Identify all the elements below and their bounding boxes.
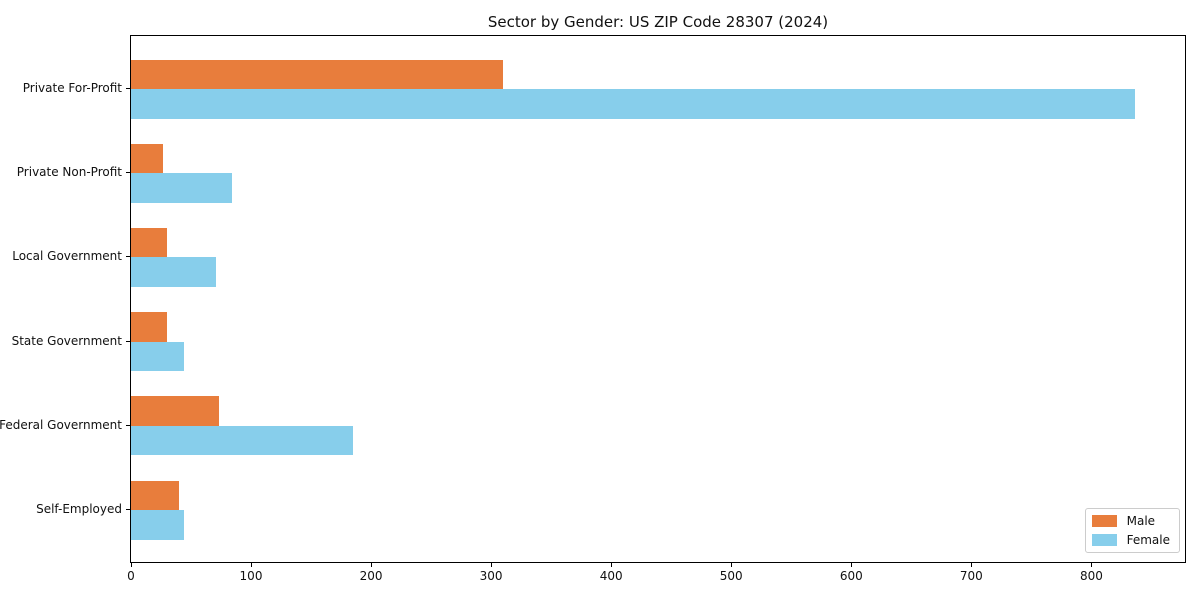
- bar-male-federal-government: [131, 396, 219, 426]
- bar-male-private-for-profit: [131, 59, 504, 89]
- y-axis-label: Private For-Profit: [22, 81, 122, 95]
- legend-entry-female: Female: [1091, 533, 1170, 547]
- x-axis-label: 100: [239, 569, 263, 583]
- bar-male-self-employed: [131, 480, 179, 510]
- x-axis-tick: [971, 563, 973, 567]
- bar-female-state-government: [131, 341, 184, 372]
- bar-male-private-non-profit: [131, 143, 164, 174]
- y-axis-label: Private Non-Profit: [16, 165, 122, 180]
- y-axis-tick: [126, 88, 130, 89]
- y-axis-tick: [126, 424, 130, 426]
- x-axis-label: 700: [959, 569, 983, 583]
- bar-female-private-non-profit: [131, 173, 232, 203]
- y-axis-label: Local Government: [12, 249, 122, 264]
- x-axis-tick: [491, 563, 493, 567]
- x-axis-label: 800: [1079, 569, 1103, 583]
- female-color-swatch: [1091, 534, 1117, 546]
- bar-male-state-government: [131, 312, 167, 342]
- bar-male-local-government: [131, 227, 167, 258]
- bar-female-private-for-profit: [131, 89, 1135, 119]
- x-axis-label: 500: [719, 569, 743, 583]
- x-axis-label: 400: [599, 569, 623, 583]
- bar-female-local-government: [131, 257, 217, 287]
- y-axis-label: Federal Government: [0, 417, 122, 432]
- legend-label-female: Female: [1126, 533, 1170, 547]
- chart-title: Sector by Gender: US ZIP Code 28307 (202…: [487, 13, 829, 31]
- x-axis-label: 300: [479, 569, 503, 583]
- x-axis-tick: [851, 563, 853, 567]
- x-axis-tick: [611, 563, 613, 567]
- x-axis-tick: [371, 563, 373, 567]
- y-axis-tick: [126, 172, 130, 174]
- legend-label-male: Male: [1126, 514, 1156, 528]
- x-axis-label: 600: [839, 569, 863, 583]
- x-axis-tick: [251, 563, 252, 567]
- bar-female-self-employed: [131, 510, 184, 540]
- x-axis-label: 0: [127, 569, 135, 583]
- y-axis-label: State Government: [11, 333, 122, 348]
- x-axis-tick: [1091, 563, 1093, 567]
- bar-female-federal-government: [131, 425, 354, 456]
- y-axis-tick: [126, 256, 130, 258]
- x-axis-label: 200: [359, 569, 383, 583]
- x-axis-tick: [731, 563, 733, 567]
- y-axis-tick: [126, 340, 130, 342]
- y-axis-tick: [126, 509, 130, 510]
- legend-entry-male: Male: [1091, 514, 1170, 528]
- legend: Male Female: [1084, 508, 1180, 553]
- male-color-swatch: [1091, 515, 1117, 527]
- plot-area: [130, 35, 1186, 563]
- x-axis-tick: [131, 563, 132, 567]
- y-axis-label: Self-Employed: [36, 502, 122, 516]
